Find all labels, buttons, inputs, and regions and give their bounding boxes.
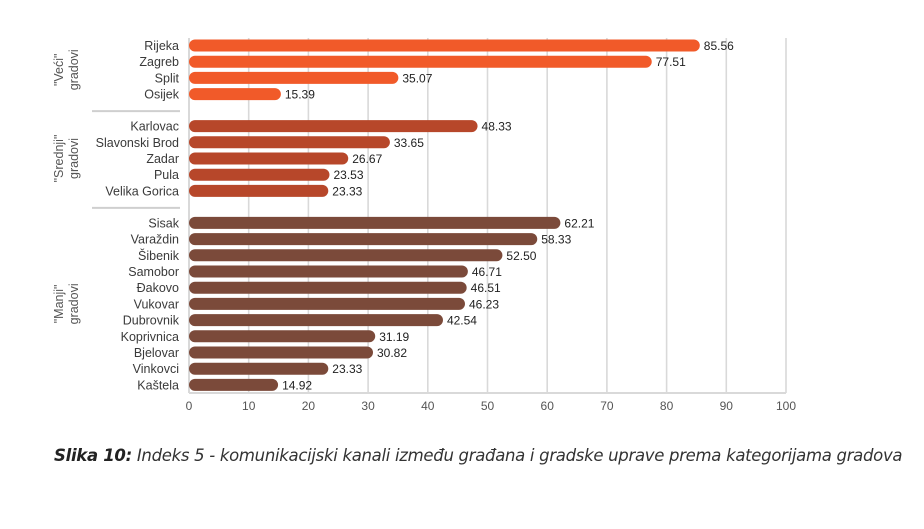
x-tick-label: 40 <box>421 399 435 413</box>
bar <box>189 378 279 391</box>
category-label: Pula <box>154 168 179 182</box>
group-label-line1: "Srednji" <box>52 135 66 183</box>
x-tick-label: 80 <box>660 399 674 413</box>
category-label: Velika Gorica <box>105 184 179 198</box>
x-tick-label: 90 <box>720 399 734 413</box>
category-label: Đakovo <box>137 281 179 295</box>
bar <box>189 39 700 52</box>
category-label: Bjelovar <box>134 346 179 360</box>
group-separators <box>92 110 180 209</box>
bar <box>189 88 281 101</box>
value-label: 30.82 <box>377 346 407 360</box>
group-label-line1: "Veći" <box>52 54 66 87</box>
group-label-line2: gradovi <box>67 49 81 90</box>
bar <box>189 216 561 229</box>
category-label: Koprivnica <box>121 330 179 344</box>
group-labels: "Veći" gradovi"Srednji" gradovi"Manji" grad… <box>52 49 81 324</box>
category-label: Rijeka <box>144 39 179 53</box>
value-label: 33.65 <box>394 136 424 150</box>
value-label: 35.07 <box>402 71 432 85</box>
x-axis-ticks: 0 10 20 30 40 50 60 70 80 90 100 <box>186 399 797 413</box>
category-labels: Rijeka Zagreb Split Osijek Karlovac Slavonski… <box>96 39 180 392</box>
category-label: Kaštela <box>137 378 179 392</box>
category-label: Samobor <box>128 265 179 279</box>
value-label: 46.71 <box>472 265 502 279</box>
value-label: 14.92 <box>282 378 312 392</box>
bar <box>189 281 467 294</box>
bar <box>189 314 443 327</box>
x-tick-label: 70 <box>600 399 614 413</box>
category-label: Šibenik <box>138 248 180 263</box>
category-label: Zagreb <box>139 55 179 69</box>
group-label-line2: gradovi <box>67 283 81 324</box>
group-label-line1: "Manji" <box>52 285 66 324</box>
bar <box>189 346 373 359</box>
value-label: 46.51 <box>471 281 501 295</box>
category-label: Split <box>155 71 180 85</box>
bars <box>189 39 700 391</box>
value-label: 23.33 <box>332 362 362 376</box>
category-label: Karlovac <box>130 120 179 134</box>
chart: Rijeka Zagreb Split Osijek Karlovac Slavonski… <box>52 38 797 413</box>
value-label: 26.67 <box>352 152 382 166</box>
caption-text: Indeks 5 - komunikacijski kanali između … <box>131 446 903 465</box>
bar <box>189 168 330 181</box>
bar <box>189 71 399 84</box>
value-label: 23.53 <box>333 168 363 182</box>
x-tick-label: 20 <box>302 399 316 413</box>
bar <box>189 120 478 133</box>
bar <box>189 362 329 375</box>
x-tick-label: 50 <box>481 399 495 413</box>
x-tick-label: 60 <box>541 399 555 413</box>
bar <box>189 136 390 149</box>
category-label: Vinkovci <box>133 362 179 376</box>
grid-lines <box>188 38 787 394</box>
category-label: Sisak <box>148 216 179 230</box>
bar <box>189 330 376 343</box>
figure-caption: Slika 10: Indeks 5 - komunikacijski kana… <box>54 446 903 465</box>
value-label: 15.39 <box>285 88 315 102</box>
bar <box>189 265 468 278</box>
x-tick-label: 10 <box>242 399 256 413</box>
bar <box>189 297 465 310</box>
group-label-line2: gradovi <box>67 138 81 179</box>
bar <box>189 184 329 197</box>
bar <box>189 249 503 262</box>
category-label: Vukovar <box>134 297 179 311</box>
x-tick-label: 0 <box>186 399 193 413</box>
value-label: 58.33 <box>541 233 571 247</box>
value-label: 46.23 <box>469 297 499 311</box>
value-label: 77.51 <box>656 55 686 69</box>
caption-label: Slika 10: <box>54 446 132 465</box>
value-label: 42.54 <box>447 314 477 328</box>
bar <box>189 233 538 246</box>
x-tick-label: 100 <box>776 399 796 413</box>
category-label: Slavonski Brod <box>96 136 179 150</box>
value-label: 85.56 <box>704 39 734 53</box>
category-label: Zadar <box>146 152 179 166</box>
category-label: Dubrovnik <box>123 314 180 328</box>
category-label: Osijek <box>144 88 179 102</box>
value-labels: 85.56 77.51 35.07 15.39 48.33 33.65 26.67 23.53… <box>282 39 734 392</box>
value-label: 62.21 <box>564 216 594 230</box>
x-tick-label: 30 <box>361 399 375 413</box>
value-label: 31.19 <box>379 330 409 344</box>
bar <box>189 55 652 68</box>
category-label: Varaždin <box>131 233 179 247</box>
value-label: 52.50 <box>506 249 536 263</box>
value-label: 23.33 <box>332 184 362 198</box>
bar <box>189 152 349 165</box>
value-label: 48.33 <box>482 120 512 134</box>
